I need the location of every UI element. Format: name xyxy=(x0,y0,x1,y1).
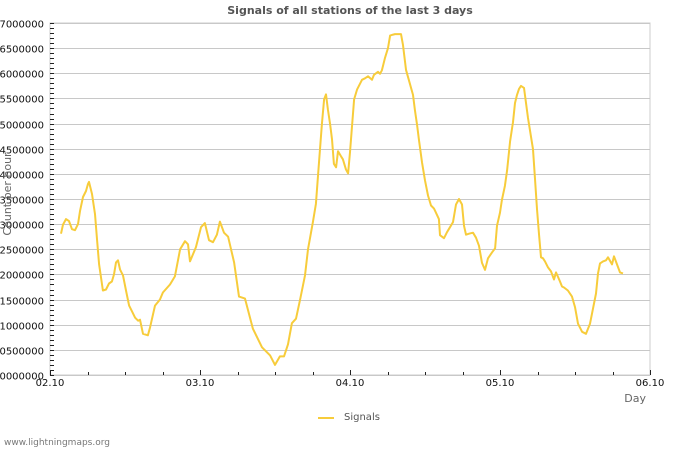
y-tick-label: 16000000 xyxy=(0,70,44,81)
y-axis-title: Count per hour xyxy=(1,152,14,236)
y-tick-label: 13000000 xyxy=(0,221,44,232)
chart-title: Signals of all stations of the last 3 da… xyxy=(227,4,473,17)
x-tick-label: 04.10 xyxy=(336,378,365,389)
x-tick-label: 03.10 xyxy=(186,378,215,389)
y-tick-label: 13500000 xyxy=(0,196,44,207)
x-tick-label: 06.10 xyxy=(636,378,665,389)
y-tick-label: 14500000 xyxy=(0,146,44,157)
y-tick-label: 10500000 xyxy=(0,347,44,358)
y-tick-label: 10000000 xyxy=(0,372,44,383)
y-tick-label: 15000000 xyxy=(0,121,44,132)
y-tick-label: 11000000 xyxy=(0,322,44,333)
y-tick-label: 15500000 xyxy=(0,95,44,106)
legend-swatch-icon xyxy=(318,416,334,419)
y-tick-label: 12500000 xyxy=(0,246,44,257)
x-tick-label: 02.10 xyxy=(36,378,65,389)
series-line-signals xyxy=(60,33,624,366)
y-tick-label: 17000000 xyxy=(0,20,44,31)
y-tick-label: 12000000 xyxy=(0,271,44,282)
x-tick-label: 05.10 xyxy=(486,378,515,389)
x-axis-title: Day xyxy=(624,392,646,405)
y-tick-label: 16500000 xyxy=(0,45,44,56)
legend-label: Signals xyxy=(344,412,380,423)
footer-credit: www.lightningmaps.org xyxy=(4,438,110,448)
y-tick-label: 14000000 xyxy=(0,171,44,182)
y-tick-label: 11500000 xyxy=(0,297,44,308)
legend: Signals xyxy=(318,412,380,423)
